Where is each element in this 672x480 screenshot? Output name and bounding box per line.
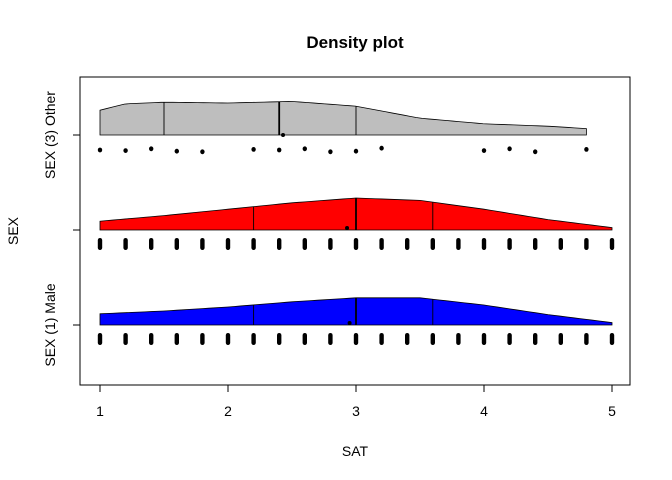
x-tick-label-2: 3 xyxy=(352,403,360,419)
rug-point-0-4 xyxy=(200,333,205,345)
y-axis-label: SEX xyxy=(5,216,21,245)
rug-point-2-4 xyxy=(200,149,205,155)
rug-point-2-1 xyxy=(123,148,128,154)
rug-point-2-3 xyxy=(174,148,179,154)
rug-point-1-14 xyxy=(456,238,461,250)
rug-point-0-6 xyxy=(251,333,256,345)
rug-point-1-5 xyxy=(225,238,231,250)
rug-point-0-18 xyxy=(558,333,563,345)
rug-point-0-1 xyxy=(123,333,128,345)
rug-point-2-7 xyxy=(302,146,307,152)
rug-point-1-4 xyxy=(200,238,205,250)
rug-point-1-13 xyxy=(430,238,435,250)
rug-point-0-10 xyxy=(353,333,359,345)
rug-point-1-7 xyxy=(277,238,282,250)
density-ridge-2 xyxy=(99,101,587,136)
rug-point-2-12 xyxy=(507,146,512,152)
x-tick-label-0: 1 xyxy=(96,403,104,419)
median-marker-1 xyxy=(345,226,350,230)
rug-point-1-15 xyxy=(481,238,487,250)
rug-point-1-0 xyxy=(97,238,103,250)
rug-point-2-10 xyxy=(379,145,384,151)
rug-point-1-1 xyxy=(123,238,128,250)
rug-point-2-8 xyxy=(328,149,333,155)
rug-point-0-11 xyxy=(379,333,384,345)
rug-point-2-14 xyxy=(584,147,589,152)
rug-point-0-3 xyxy=(174,333,179,345)
rug-point-0-15 xyxy=(481,333,487,345)
rug-point-1-8 xyxy=(302,238,307,250)
rug-point-0-12 xyxy=(405,333,410,345)
rug-point-1-19 xyxy=(584,238,589,250)
x-axis-label: SAT xyxy=(342,443,369,459)
rug-point-1-17 xyxy=(533,238,538,250)
rug-point-0-7 xyxy=(277,333,282,345)
rug-point-2-11 xyxy=(481,148,487,154)
rug-point-0-8 xyxy=(302,333,307,345)
rug-point-0-9 xyxy=(328,333,333,345)
median-marker-0 xyxy=(347,321,352,325)
rug-point-0-14 xyxy=(456,333,461,345)
plot-area xyxy=(97,101,615,345)
y-tick-label-0: SEX (1) Male xyxy=(42,283,58,366)
x-tick-label-4: 5 xyxy=(608,403,616,419)
rug-point-1-10 xyxy=(353,238,359,250)
rug-point-0-20 xyxy=(609,333,615,345)
rug-point-1-16 xyxy=(507,238,512,250)
median-marker-2 xyxy=(281,133,286,137)
rug-point-0-0 xyxy=(97,333,103,345)
rug-point-1-3 xyxy=(174,238,179,250)
rug-point-0-17 xyxy=(533,333,538,345)
rug-point-2-9 xyxy=(353,148,359,154)
rug-point-1-6 xyxy=(251,238,256,250)
rug-point-0-2 xyxy=(149,333,154,345)
y-tick-label-2: SEX (3) Other xyxy=(42,91,58,179)
rug-point-1-20 xyxy=(609,238,615,250)
x-tick-label-3: 4 xyxy=(480,403,488,419)
rug-point-1-12 xyxy=(405,238,410,250)
x-tick-label-1: 2 xyxy=(224,403,232,419)
rug-point-1-18 xyxy=(558,238,563,250)
rug-point-0-16 xyxy=(507,333,512,345)
rug-point-0-5 xyxy=(225,333,231,345)
rug-point-2-5 xyxy=(251,147,256,152)
rug-point-2-0 xyxy=(97,147,103,153)
rug-point-1-9 xyxy=(328,238,333,250)
chart-title: Density plot xyxy=(306,33,404,52)
rug-point-1-2 xyxy=(149,238,154,250)
axes: 1 2 3 4 5 SEX (1) Male SEX (3) Other xyxy=(42,91,616,419)
rug-point-0-13 xyxy=(430,333,435,345)
rug-point-1-11 xyxy=(379,238,384,250)
rug-point-2-6 xyxy=(277,147,282,153)
rug-point-2-2 xyxy=(149,146,154,152)
rug-point-0-19 xyxy=(584,333,589,345)
rug-point-2-13 xyxy=(533,149,538,155)
